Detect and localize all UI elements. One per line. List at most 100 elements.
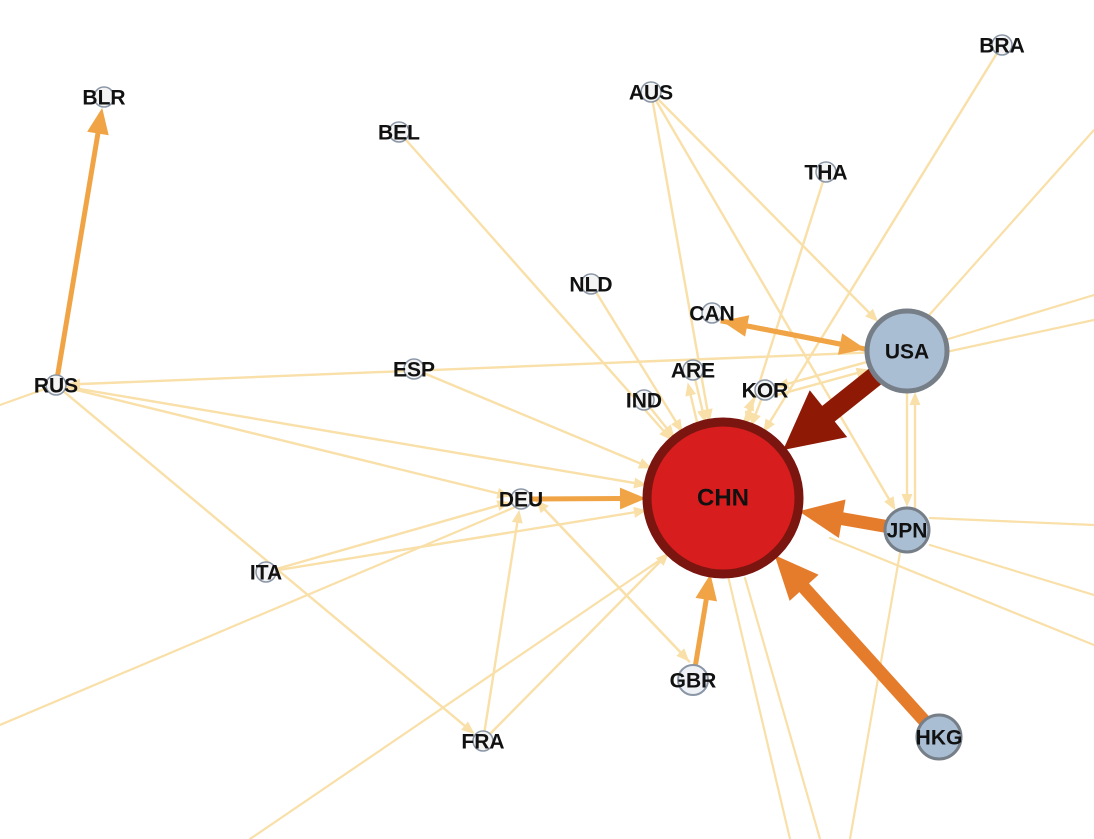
node-are[interactable]: ARE <box>671 359 715 383</box>
node-deu[interactable]: DEU <box>499 488 543 512</box>
node-label: CAN <box>689 303 735 326</box>
edge-line <box>542 507 691 664</box>
node-ita[interactable]: ITA <box>250 561 282 585</box>
offscreen-edge-10 <box>848 551 902 839</box>
edge-bra-to-chn <box>763 52 998 433</box>
node-circle <box>633 389 655 411</box>
node-bra[interactable]: BRA <box>979 34 1025 58</box>
edge-arrowhead <box>775 378 790 389</box>
offscreen-edge-9 <box>726 574 792 839</box>
node-circle <box>255 561 277 583</box>
edge-line <box>55 131 101 376</box>
edge-rus-to-fra <box>62 390 475 734</box>
offscreen-edges <box>0 128 1094 839</box>
edge-line <box>720 318 843 347</box>
edge-usa-to-kor <box>775 360 869 389</box>
node-label: AUS <box>629 82 673 105</box>
node-label: GBR <box>670 670 717 693</box>
node-gbr[interactable]: GBR <box>670 664 717 696</box>
node-label: ITA <box>250 562 282 585</box>
node-circle <box>45 374 67 396</box>
edge-line <box>404 138 666 433</box>
edge-line <box>689 392 700 427</box>
node-kor[interactable]: KOR <box>742 379 789 403</box>
node-circle <box>682 359 704 381</box>
node-circle <box>915 713 963 761</box>
edge-gbr-to-deu <box>535 500 691 664</box>
node-circle <box>510 488 532 510</box>
edge-bel-to-chn <box>404 138 672 441</box>
edge-usa-to-rus <box>66 351 868 390</box>
node-chn[interactable]: CHN <box>642 417 804 579</box>
edge-line <box>275 503 501 571</box>
edge-arrowhead <box>763 418 775 433</box>
node-label: DEU <box>499 489 543 512</box>
node-label: KOR <box>742 380 789 403</box>
edge-line <box>776 371 860 397</box>
node-circle <box>388 121 410 143</box>
node-ind[interactable]: IND <box>626 389 662 413</box>
node-esp[interactable]: ESP <box>393 358 435 382</box>
offscreen-edge-2 <box>944 318 1094 354</box>
node-label: CHN <box>697 485 749 512</box>
edge-layer <box>55 52 998 735</box>
edge-arrowhead <box>901 494 913 507</box>
edge-arrowhead <box>909 392 921 405</box>
node-bel[interactable]: BEL <box>378 121 420 145</box>
edge-line <box>595 291 678 424</box>
node-hkg[interactable]: HKG <box>915 713 963 761</box>
node-nld[interactable]: NLD <box>569 273 613 297</box>
node-label: THA <box>804 162 847 185</box>
edge-arrowhead <box>66 378 81 390</box>
offscreen-edge-11 <box>743 576 822 839</box>
edge-line <box>489 559 663 735</box>
node-rus[interactable]: RUS <box>34 374 78 398</box>
node-can[interactable]: CAN <box>689 302 735 326</box>
edge-jpn-to-usa <box>909 392 921 508</box>
node-circle <box>640 81 662 103</box>
edge-usa-to-chn <box>783 368 882 450</box>
edge-ita-to-deu <box>275 500 511 571</box>
offscreen-edge-8 <box>248 558 662 839</box>
edge-can-to-usa <box>720 318 866 355</box>
node-fra[interactable]: FRA <box>461 730 505 754</box>
edge-arrowhead <box>798 499 846 538</box>
node-blr[interactable]: BLR <box>82 86 126 110</box>
edge-line <box>422 371 643 466</box>
edge-arrowhead <box>619 487 647 510</box>
edge-arrowhead <box>461 721 475 734</box>
node-label: IND <box>626 390 662 413</box>
edge-fra-to-chn <box>489 552 669 735</box>
edge-line <box>65 385 637 485</box>
offscreen-edge-4 <box>828 536 1094 647</box>
node-label: BEL <box>378 122 420 145</box>
edge-line <box>797 581 930 726</box>
node-label: ARE <box>671 360 715 383</box>
edge-line <box>694 379 705 413</box>
edge-arrowhead <box>496 487 511 499</box>
edge-line <box>692 597 710 666</box>
edge-arrowhead <box>695 573 718 602</box>
edge-line <box>768 52 998 424</box>
edge-esp-to-chn <box>422 371 652 469</box>
node-label: BRA <box>979 35 1025 58</box>
node-tha[interactable]: THA <box>804 161 848 185</box>
edge-line <box>785 360 869 386</box>
offscreen-edge-3 <box>928 516 1094 527</box>
node-label: FRA <box>461 731 504 754</box>
edge-line <box>748 181 825 415</box>
edge-line <box>65 386 500 495</box>
edge-arrowhead <box>685 382 697 397</box>
edge-arrowhead <box>838 333 866 355</box>
edge-line <box>77 351 868 386</box>
edge-arrowhead <box>855 367 870 379</box>
edge-fra-to-deu <box>483 509 523 732</box>
edge-line <box>655 100 891 502</box>
offscreen-edge-0 <box>921 128 1094 324</box>
edge-aus-to-usa <box>657 98 879 322</box>
node-jpn[interactable]: JPN <box>883 506 931 554</box>
edge-arrowhead <box>659 426 672 441</box>
edge-kor-to-usa <box>776 367 870 397</box>
node-aus[interactable]: AUS <box>629 81 673 105</box>
node-usa[interactable]: USA <box>864 308 950 394</box>
